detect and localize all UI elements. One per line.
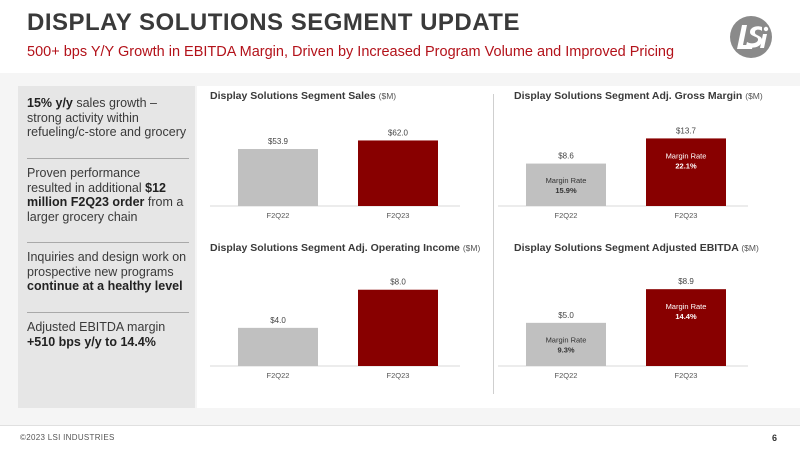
highlight-inquiries: Inquiries and design work on prospective…: [27, 250, 187, 294]
highlight-emphasis: 15% y/y: [27, 96, 73, 110]
bar-f2q22: [238, 327, 318, 366]
highlight-text: sales growth – strong activity within re…: [27, 96, 187, 139]
copyright: ©2023 LSI INDUSTRIES: [20, 433, 115, 442]
page-subtitle: 500+ bps Y/Y Growth in EBITDA Margin, Dr…: [27, 44, 675, 60]
highlight-text: Adjusted EBITDA margin: [27, 320, 166, 334]
highlight-text: from a larger grocery chain: [27, 195, 184, 224]
page-number: 6: [772, 433, 778, 443]
sales-chart: $53.9 F2Q22 $62.0 F2Q23: [210, 128, 460, 220]
category-label: F2Q23: [675, 211, 698, 220]
category-label: F2Q22: [267, 211, 290, 220]
highlight-sales-growth: 15% y/y sales growth – strong activity w…: [27, 96, 187, 140]
bar-value-label: $8.0: [390, 278, 406, 287]
margin-rate-value: 14.4%: [675, 312, 697, 321]
chart-title-text: Display Solutions Segment Sales: [210, 90, 376, 102]
category-label: F2Q23: [387, 211, 410, 220]
bar-f2q23: [358, 289, 438, 366]
bar-f2q23: [358, 140, 438, 206]
bar-f2q22: [238, 149, 318, 206]
bar-value-label: $62.0: [388, 128, 409, 137]
highlight-emphasis: $12 million F2Q23 order: [27, 180, 166, 210]
chart-unit: ($M): [741, 243, 759, 253]
category-label: F2Q22: [555, 371, 578, 380]
sales-chart-title: Display Solutions Segment Sales ($M): [210, 90, 396, 102]
bar-value-label: $4.0: [270, 316, 286, 325]
chart-divider: [493, 94, 494, 394]
bar-value-label: $8.9: [678, 277, 694, 286]
divider: [27, 158, 189, 159]
highlight-text: Inquiries and design work on prospective…: [27, 250, 187, 279]
highlights-panel: 15% y/y sales growth – strong activity w…: [18, 86, 195, 408]
margin-rate-value: 9.3%: [557, 345, 574, 354]
highlight-text: Proven performance resulted in additiona…: [27, 166, 146, 195]
bar-f2q22: [526, 163, 606, 206]
bar-value-label: $8.6: [558, 152, 574, 161]
highlight-grocery-order: Proven performance resulted in additiona…: [27, 166, 187, 224]
category-label: F2Q23: [675, 371, 698, 380]
divider: [27, 242, 189, 243]
highlight-ebitda-margin: Adjusted EBITDA margin +510 bps y/y to 1…: [27, 320, 187, 349]
slide-header: DISPLAY SOLUTIONS SEGMENT UPDATE 500+ bp…: [0, 0, 800, 72]
category-label: F2Q22: [267, 371, 290, 380]
margin-rate-label: Margin Rate: [666, 151, 707, 160]
bar-f2q23: [646, 289, 726, 366]
margin-rate-label: Margin Rate: [546, 335, 587, 344]
page-title: DISPLAY SOLUTIONS SEGMENT UPDATE: [27, 9, 520, 36]
chart-title-text: Display Solutions Segment Adj. Operating…: [210, 242, 460, 254]
highlight-emphasis: continue at a healthy level: [27, 279, 183, 293]
chart-unit: ($M): [745, 91, 763, 101]
lsi-logo-icon: [730, 16, 772, 58]
gross-margin-chart-title: Display Solutions Segment Adj. Gross Mar…: [514, 90, 763, 102]
category-label: F2Q22: [555, 211, 578, 220]
footer-divider: [0, 425, 800, 426]
bar-value-label: $5.0: [558, 311, 574, 320]
margin-rate-value: 22.1%: [675, 161, 697, 170]
category-label: F2Q23: [387, 371, 410, 380]
margin-rate-label: Margin Rate: [666, 302, 707, 311]
chart-title-text: Display Solutions Segment Adj. Gross Mar…: [514, 90, 743, 102]
divider: [27, 312, 189, 313]
margin-rate-label: Margin Rate: [546, 176, 587, 185]
bar-f2q23: [646, 138, 726, 206]
operating-income-chart-title: Display Solutions Segment Adj. Operating…: [210, 242, 480, 254]
chart-title-text: Display Solutions Segment Adjusted EBITD…: [514, 242, 739, 254]
bar-f2q22: [526, 322, 606, 366]
bar-value-label: $13.7: [676, 126, 697, 135]
bar-value-label: $53.9: [268, 137, 289, 146]
ebitda-chart-title: Display Solutions Segment Adjusted EBITD…: [514, 242, 759, 254]
operating-income-chart: $4.0 F2Q22 $8.0 F2Q23: [210, 278, 460, 380]
margin-rate-value: 15.9%: [555, 186, 577, 195]
chart-unit: ($M): [462, 243, 481, 253]
chart-unit: ($M): [378, 91, 397, 101]
highlight-emphasis: +510 bps y/y to 14.4%: [27, 334, 156, 349]
